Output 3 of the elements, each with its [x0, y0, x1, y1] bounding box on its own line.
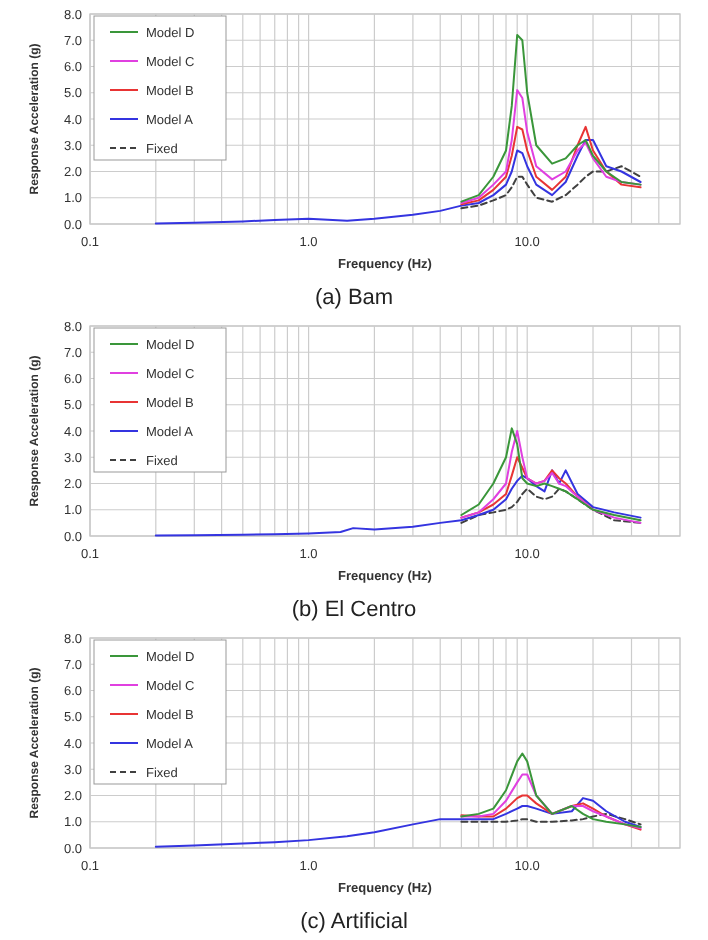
text: (c) Artificial — [300, 910, 408, 934]
text: (b) El Centro — [291, 598, 417, 622]
text: (a) Bam — [314, 286, 394, 310]
